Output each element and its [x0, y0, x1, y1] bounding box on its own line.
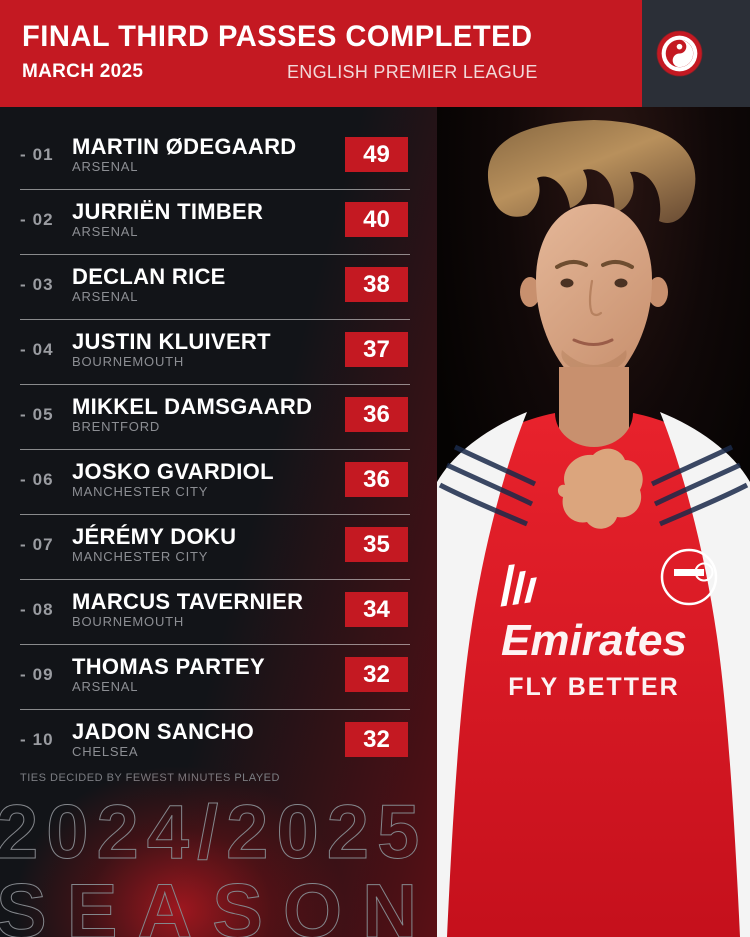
svg-text:FLY BETTER: FLY BETTER: [508, 673, 679, 701]
svg-text:Emirates: Emirates: [501, 616, 687, 665]
